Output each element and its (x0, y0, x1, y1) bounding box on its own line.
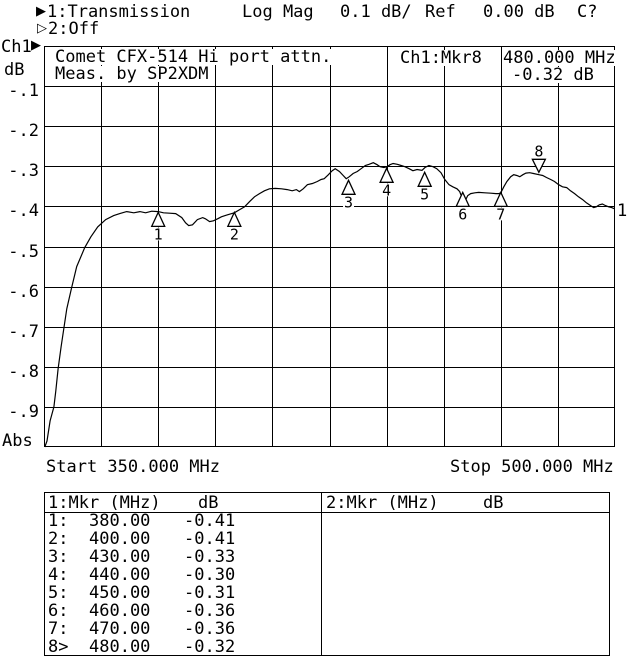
marker-readout-value: -0.32 dB (512, 65, 594, 85)
marker-table-header-rule (45, 512, 609, 513)
marker-triangle-icon (150, 210, 166, 228)
marker-level: -0.32 (184, 637, 236, 657)
channel-axis-label: Ch1 (1, 37, 32, 57)
marker-level: -0.36 (184, 619, 236, 639)
marker-table-left-unit-header: dB (198, 493, 219, 513)
reference-value: 0.00 dB (483, 2, 555, 22)
marker-frequency: 430.00 (89, 547, 151, 567)
marker-level: -0.30 (184, 565, 236, 585)
marker-frequency: 440.00 (89, 565, 151, 585)
marker-readout-frequency: 480.000 MHz (503, 48, 616, 68)
marker-number-backplate (495, 207, 507, 221)
marker-frequency: 450.00 (89, 583, 151, 603)
marker-number: 3: (48, 547, 69, 567)
marker-number-backplate (228, 227, 240, 241)
marker-frequency: 380.00 (89, 511, 151, 531)
marker-frequency: 470.00 (89, 619, 151, 639)
marker-frequency: 460.00 (89, 601, 151, 621)
marker-triangle-icon (455, 190, 471, 208)
marker-triangle-icon (379, 166, 395, 183)
channel2-inactive-indicator-icon: ▷ (37, 21, 47, 36)
y-axis-tick-label: -.7 (8, 321, 39, 342)
marker-number: 2: (48, 529, 69, 549)
y-axis-tick-label: -.3 (8, 161, 39, 182)
marker-level: -0.41 (184, 511, 236, 531)
marker-number: 5: (48, 583, 69, 603)
y-axis-bottom-label: Abs (2, 431, 33, 451)
y-axis-tick-label: -.9 (8, 401, 39, 422)
y-axis-tick-label: -.8 (8, 361, 39, 382)
marker-number-label: 6 (458, 205, 467, 223)
marker-number-backplate (152, 227, 164, 241)
marker-number: 7: (48, 619, 69, 639)
marker-readout-source: Ch1:Mkr8 (400, 48, 482, 68)
marker-level: -0.36 (184, 601, 236, 621)
x-axis-start-label: Start 350.000 MHz (46, 457, 220, 477)
x-axis-stop-label: Stop 500.000 MHz (450, 457, 614, 477)
marker-number-label: 5 (420, 185, 429, 203)
y-axis-tick-label: -.2 (8, 121, 39, 142)
marker-level: -0.33 (184, 547, 236, 567)
marker-table-right-header: 2:Mkr (MHz) (326, 493, 439, 513)
channel1-active-indicator-icon: ▶ (36, 4, 46, 19)
marker-triangle-icon (341, 178, 357, 195)
display-format-label: Log Mag (242, 2, 314, 22)
marker-triangle-icon (493, 190, 509, 208)
marker-table-right-unit-header: dB (483, 493, 504, 513)
marker-number-label: 4 (382, 181, 391, 199)
marker-number-label: 2 (230, 225, 239, 243)
magnitude-plot: 1 2 3 4 5 6 7 8 (44, 46, 615, 448)
plot-title-line1: Comet CFX-514 Hi port attn. (55, 47, 332, 67)
marker-number-backplate (419, 187, 431, 201)
marker-number-label: 7 (496, 205, 505, 223)
marker-triangle-icon (417, 170, 433, 187)
marker-level: -0.41 (184, 529, 236, 549)
channel2-measurement-label: 2:Off (48, 19, 100, 39)
marker-triangle-icon (226, 210, 242, 228)
marker-number-backplate (457, 207, 469, 221)
marker-table-left-header: 1:Mkr (MHz) (48, 493, 161, 513)
scale-per-division-value: 0.1 dB/ (340, 2, 412, 22)
marker-number-backplate (533, 145, 545, 159)
y-axis-tick-label: -.6 (8, 281, 39, 302)
marker-number: 6: (48, 601, 69, 621)
marker-frequency: 400.00 (89, 529, 151, 549)
reference-level-arrow-icon: ▶ (31, 38, 41, 53)
trace-number-label: 1 (617, 201, 628, 221)
active-marker-number-label: 8 (534, 142, 543, 160)
channel1-measurement-label: 1:Transmission (47, 2, 191, 22)
y-axis-tick-label: -.1 (8, 81, 39, 102)
calibration-status-label: C? (577, 2, 598, 22)
marker-table: 1:Mkr (MHz) dB 2:Mkr (MHz) dB 1: 380.00 -0… (44, 492, 610, 656)
marker-number: 8> (48, 637, 69, 657)
y-axis-tick-label: -.5 (8, 241, 39, 262)
marker-number-label: 1 (154, 225, 163, 243)
y-axis-tick-label: -.4 (8, 201, 39, 222)
active-marker-triangle-icon (531, 158, 547, 174)
marker-number-label: 3 (344, 193, 353, 211)
plot-title-line2: Meas. by SP2XDM (55, 64, 209, 84)
marker-frequency: 480.00 (89, 637, 151, 657)
marker-table-divider (321, 493, 322, 655)
reference-label: Ref (425, 2, 456, 22)
y-axis-unit-label: dB (4, 60, 25, 80)
marker-number-backplate (343, 195, 355, 209)
marker-level: -0.31 (184, 583, 236, 603)
marker-number: 1: (48, 511, 69, 531)
marker-number-backplate (381, 183, 393, 197)
marker-number: 4: (48, 565, 69, 585)
trace-1-line (44, 162, 615, 448)
